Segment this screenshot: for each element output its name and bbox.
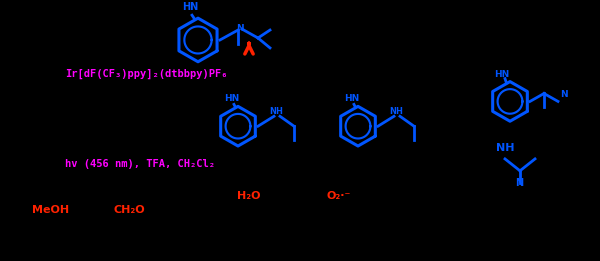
Text: NH: NH [269, 107, 283, 116]
Text: CH₂O: CH₂O [113, 205, 145, 215]
Text: N: N [560, 91, 568, 99]
Text: N: N [236, 23, 244, 33]
Text: HN: HN [344, 94, 359, 103]
Text: HN: HN [494, 70, 509, 79]
Text: NH: NH [496, 143, 514, 153]
Text: H₂O: H₂O [237, 191, 261, 201]
Text: N: N [515, 178, 523, 188]
Text: hv (456 nm), TFA, CH₂Cl₂: hv (456 nm), TFA, CH₂Cl₂ [65, 159, 215, 169]
Text: O₂·⁻: O₂·⁻ [327, 191, 351, 201]
Text: MeOH: MeOH [32, 205, 70, 215]
Text: NH: NH [389, 107, 403, 116]
Text: Ir[dF(CF₃)ppy]₂(dtbbpy)PF₆: Ir[dF(CF₃)ppy]₂(dtbbpy)PF₆ [65, 69, 227, 79]
Text: HN: HN [224, 94, 239, 103]
Text: HN: HN [182, 2, 198, 12]
